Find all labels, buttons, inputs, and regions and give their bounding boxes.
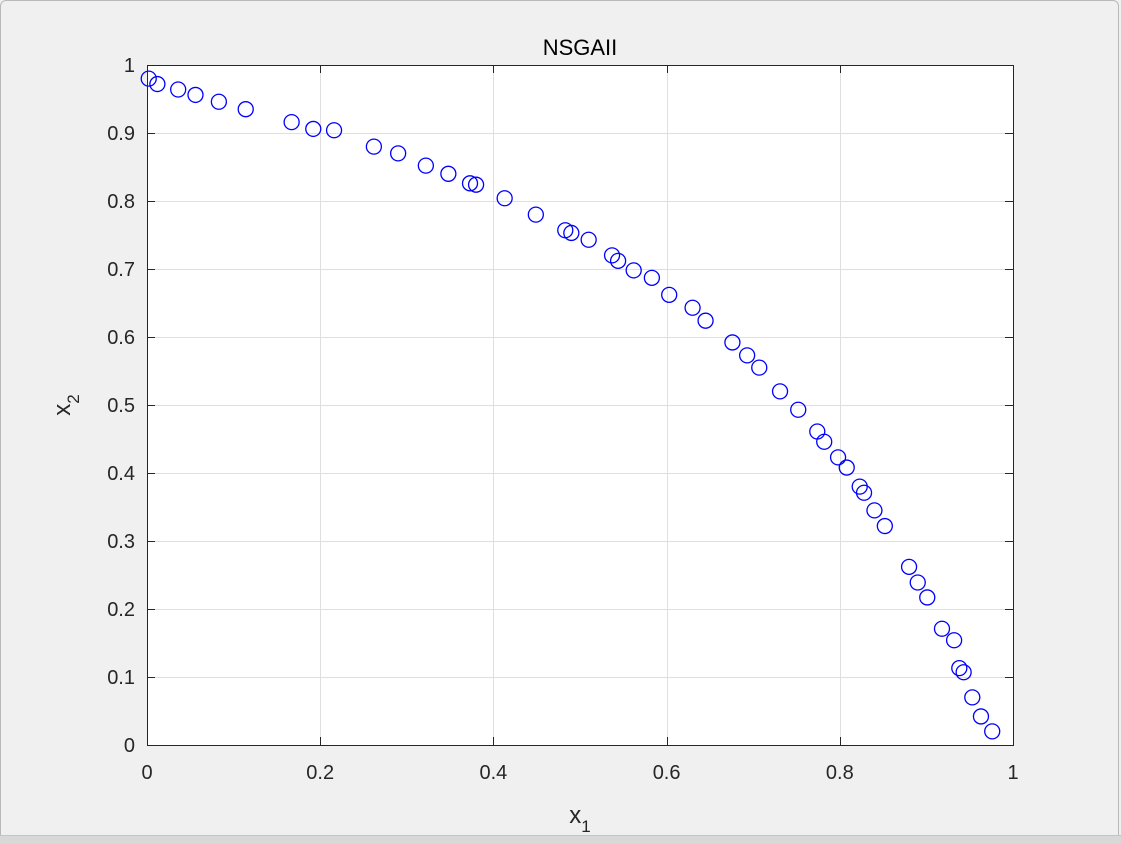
data-point [919,589,936,606]
data-point [972,708,990,725]
data-point [440,165,457,182]
y-axis-label-main: x [49,404,76,416]
data-point [738,347,756,364]
data-point [643,269,661,286]
data-point [325,122,343,139]
x-axis-label-subscript: 1 [581,817,590,836]
x-axis-label-main: x [569,802,581,829]
y-tick-label: 0.4 [107,463,135,485]
data-point [876,517,893,535]
y-tick-label: 0.9 [107,123,135,145]
data-point [496,190,513,207]
y-tick-label: 0.8 [107,191,135,213]
data-point [580,231,597,248]
data-point [964,689,981,706]
y-tick-label: 0 [124,735,135,757]
data-point [955,664,972,681]
y-tick-label: 0.3 [107,531,135,553]
data-point [187,86,204,104]
data-point [951,660,968,677]
y-tick-label: 0.5 [107,395,135,417]
data-point [661,286,678,303]
y-tick-label: 0.7 [107,259,135,281]
data-point [563,224,580,242]
data-point [417,157,435,174]
y-tick-label: 1 [124,55,135,77]
x-tick-label: 0 [141,762,152,784]
data-point [609,252,627,269]
data-point [527,206,544,223]
y-tick-label: 0.6 [107,327,135,349]
data-point [365,138,383,155]
data-point [283,113,300,131]
data-point [909,574,926,591]
data-point [684,299,701,316]
x-tick-label: 0.4 [479,762,507,784]
data-point [933,620,951,637]
data-point [170,81,187,98]
data-point [790,401,807,418]
y-tick-label: 0.2 [107,599,135,621]
y-axis-label: x2 [49,394,83,415]
data-points [140,70,1001,740]
window-bottom-edge [0,835,1121,844]
y-axis-label-subscript: 2 [64,394,83,403]
data-point [210,93,228,110]
data-point [984,723,1001,740]
data-point [467,176,485,193]
data-point [697,312,714,329]
data-point [945,632,963,649]
data-point [866,502,883,519]
data-point [461,175,479,192]
data-point [816,433,833,450]
data-point [838,459,855,476]
x-tick-label: 0.2 [306,762,334,784]
data-point [829,449,847,466]
data-point [140,70,157,87]
y-tick-label: 0.1 [107,667,135,689]
axis-ticks [147,65,1014,746]
data-point [603,247,621,264]
data-point [724,334,741,351]
x-axis-label: x1 [569,802,590,836]
x-tick-label: 1 [1007,762,1018,784]
x-tick-label: 0.8 [826,762,854,784]
data-point [149,75,166,93]
data-point [237,101,254,118]
data-point [625,262,642,279]
chart-title: NSGAII [543,35,618,60]
data-point [751,359,768,376]
data-point [389,145,407,162]
data-point [900,558,918,575]
data-point [771,383,789,400]
tick-labels: 0 0.2 0.4 0.6 0.8 1 0 0.1 0.2 0.3 0.4 0.5 0.6 0.7 0.8 0… [107,55,1018,784]
data-point [855,484,873,501]
data-point [305,120,322,138]
x-tick-label: 0.6 [653,762,681,784]
